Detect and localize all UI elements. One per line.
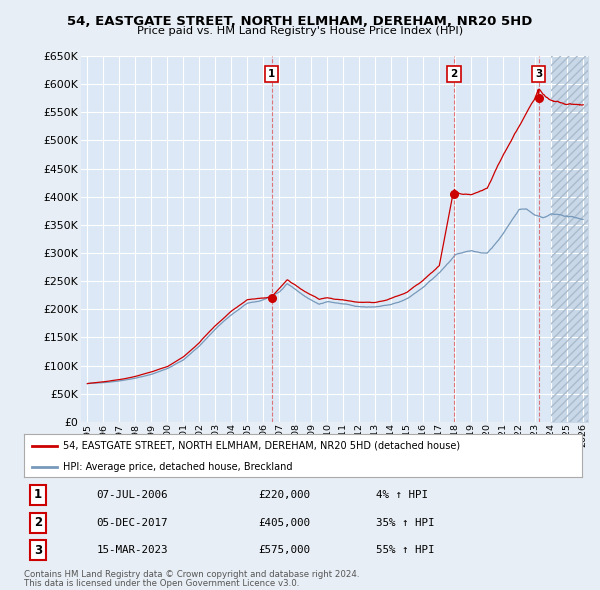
Text: 54, EASTGATE STREET, NORTH ELMHAM, DEREHAM, NR20 5HD (detached house): 54, EASTGATE STREET, NORTH ELMHAM, DEREH…: [63, 441, 460, 451]
Text: £220,000: £220,000: [259, 490, 310, 500]
Text: 3: 3: [34, 544, 42, 557]
Text: 54, EASTGATE STREET, NORTH ELMHAM, DEREHAM, NR20 5HD: 54, EASTGATE STREET, NORTH ELMHAM, DEREH…: [67, 15, 533, 28]
Text: 4% ↑ HPI: 4% ↑ HPI: [376, 490, 428, 500]
Text: 35% ↑ HPI: 35% ↑ HPI: [376, 517, 434, 527]
Text: 07-JUL-2006: 07-JUL-2006: [97, 490, 168, 500]
Text: 05-DEC-2017: 05-DEC-2017: [97, 517, 168, 527]
Text: 2: 2: [451, 70, 458, 79]
Text: £575,000: £575,000: [259, 545, 310, 555]
Text: HPI: Average price, detached house, Breckland: HPI: Average price, detached house, Brec…: [63, 463, 293, 473]
Text: 55% ↑ HPI: 55% ↑ HPI: [376, 545, 434, 555]
Text: 1: 1: [268, 70, 275, 79]
Text: 3: 3: [535, 70, 542, 79]
Text: 1: 1: [34, 489, 42, 502]
Text: 2: 2: [34, 516, 42, 529]
Text: £405,000: £405,000: [259, 517, 310, 527]
Text: This data is licensed under the Open Government Licence v3.0.: This data is licensed under the Open Gov…: [24, 579, 299, 588]
Text: 15-MAR-2023: 15-MAR-2023: [97, 545, 168, 555]
Text: Price paid vs. HM Land Registry's House Price Index (HPI): Price paid vs. HM Land Registry's House …: [137, 26, 463, 36]
Text: Contains HM Land Registry data © Crown copyright and database right 2024.: Contains HM Land Registry data © Crown c…: [24, 570, 359, 579]
